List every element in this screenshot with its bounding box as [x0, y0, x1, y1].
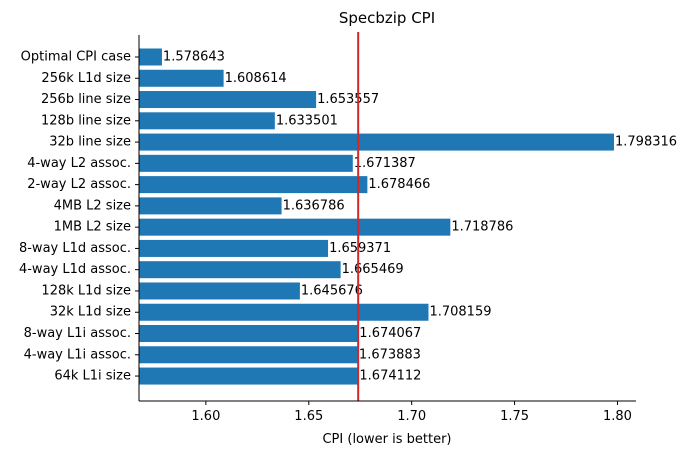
bar [139, 367, 359, 385]
bar [139, 197, 282, 215]
bar [139, 112, 275, 130]
category-label: 128k L1d size [41, 283, 131, 298]
x-tick-label: 1.65 [294, 409, 323, 424]
bar [139, 176, 368, 194]
category-label: 256b line size [41, 92, 131, 107]
category-label: 4-way L1i assoc. [24, 347, 131, 362]
bar [139, 282, 300, 300]
category-label: 2-way L2 assoc. [27, 177, 131, 192]
category-label: 4-way L2 assoc. [27, 156, 131, 171]
chart-title: Specbzip CPI [339, 9, 435, 27]
bar [139, 325, 359, 343]
category-labels-group: Optimal CPI case 256k L1d size 256b line s… [19, 50, 139, 384]
category-label: 32k L1d size [50, 305, 131, 320]
data-label: 1.608614 [225, 71, 287, 86]
data-label: 1.674067 [359, 326, 421, 341]
data-label: 1.718786 [451, 220, 513, 235]
data-label: 1.659371 [329, 241, 391, 256]
data-label: 1.674112 [359, 369, 421, 384]
data-label: 1.636786 [283, 198, 345, 213]
x-tick-label: 1.75 [500, 409, 529, 424]
bar [139, 346, 358, 364]
data-label: 1.673883 [359, 347, 421, 362]
data-label: 1.578643 [163, 50, 225, 65]
data-label: 1.665469 [342, 262, 404, 277]
x-tick-label: 1.70 [397, 409, 426, 424]
data-label: 1.798316 [615, 135, 677, 150]
bar [139, 218, 451, 236]
category-label: 32b line size [49, 135, 131, 150]
category-label: 4MB L2 size [54, 198, 131, 213]
data-label: 1.633501 [276, 113, 338, 128]
category-label: Optimal CPI case [21, 50, 131, 65]
bar [139, 91, 317, 109]
bar [139, 239, 329, 257]
data-label: 1.645676 [301, 283, 363, 298]
bar [139, 154, 353, 172]
category-label: 1MB L2 size [54, 220, 131, 235]
data-label: 1.671387 [354, 156, 416, 171]
bar [139, 303, 429, 321]
x-axis-title: CPI (lower is better) [322, 432, 451, 447]
category-label: 4-way L1d assoc. [19, 262, 131, 277]
category-label: 64k L1i size [54, 369, 131, 384]
bar [139, 261, 341, 279]
bar [139, 69, 224, 87]
category-label: 8-way L1d assoc. [19, 241, 131, 256]
category-label: 256k L1d size [41, 71, 131, 86]
bar [139, 133, 615, 151]
category-label: 128b line size [41, 113, 131, 128]
data-label: 1.653557 [317, 92, 379, 107]
data-label: 1.708159 [429, 305, 491, 320]
bar [139, 48, 162, 66]
category-label: 8-way L1i assoc. [24, 326, 131, 341]
bars-group [139, 48, 615, 385]
x-tick-label: 1.80 [603, 409, 632, 424]
data-label: 1.678466 [368, 177, 430, 192]
x-tick-label: 1.60 [191, 409, 220, 424]
x-axis-ticks-group: 1.60 1.65 1.70 1.75 1.80 [191, 401, 632, 424]
